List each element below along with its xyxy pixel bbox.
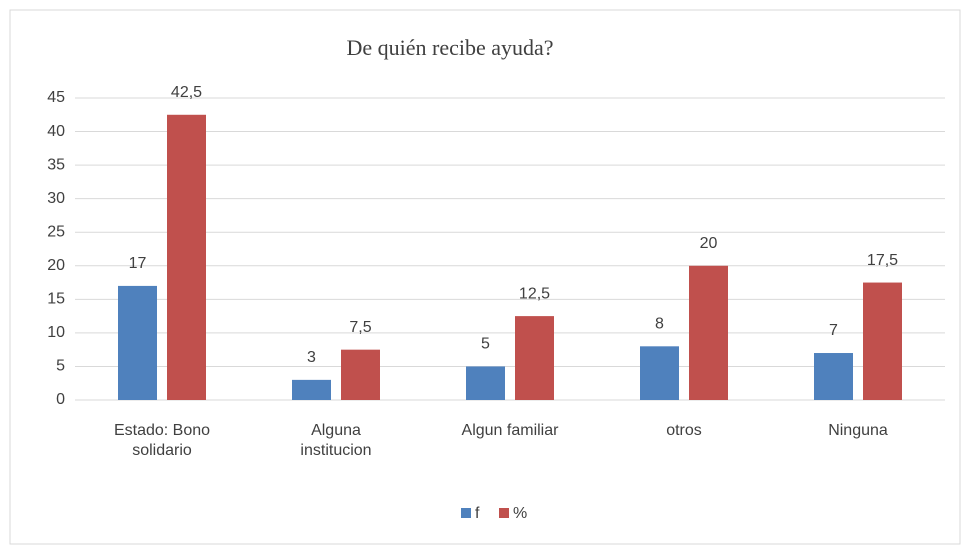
bar	[814, 353, 853, 400]
bar	[466, 366, 505, 400]
bar	[292, 379, 331, 400]
chart-border	[9, 9, 961, 545]
x-tick-label: Estado: Bono solidario	[113, 422, 211, 459]
bar	[863, 282, 902, 400]
data-label: 17,5	[867, 252, 898, 269]
bar	[167, 114, 206, 401]
bar	[118, 285, 157, 400]
data-label: 17	[129, 255, 147, 272]
x-tick-label: Alguna institucion	[300, 422, 372, 459]
legend-swatch	[499, 508, 509, 518]
y-tick-label: 15	[47, 291, 65, 308]
data-label: 12,5	[519, 285, 550, 302]
x-tick-label: Ninguna	[828, 422, 888, 439]
y-tick-label: 0	[56, 391, 65, 408]
y-tick-label: 30	[47, 190, 65, 207]
y-tick-label: 20	[47, 257, 65, 274]
y-tick-label: 35	[47, 156, 65, 173]
legend-label: %	[513, 505, 527, 522]
data-label: 7	[829, 322, 838, 339]
bar	[640, 346, 679, 400]
y-tick-label: 40	[47, 123, 65, 140]
bar	[341, 349, 380, 400]
bar	[689, 265, 728, 400]
chart-title: De quién recibe ayuda?	[346, 35, 553, 60]
y-tick-label: 10	[47, 324, 65, 341]
data-label: 20	[700, 235, 718, 252]
data-label: 42,5	[171, 84, 202, 101]
y-tick-label: 45	[47, 89, 65, 106]
legend-swatch	[461, 508, 471, 518]
data-label: 3	[307, 349, 316, 366]
legend-label: f	[475, 505, 480, 522]
x-tick-label: Algun familiar	[461, 422, 559, 439]
x-tick-label: otros	[666, 422, 702, 439]
data-label: 8	[655, 316, 664, 333]
data-label: 7,5	[349, 319, 371, 336]
y-tick-label: 5	[56, 358, 65, 375]
y-tick-label: 25	[47, 223, 65, 240]
bar	[515, 316, 554, 400]
data-label: 5	[481, 336, 490, 353]
